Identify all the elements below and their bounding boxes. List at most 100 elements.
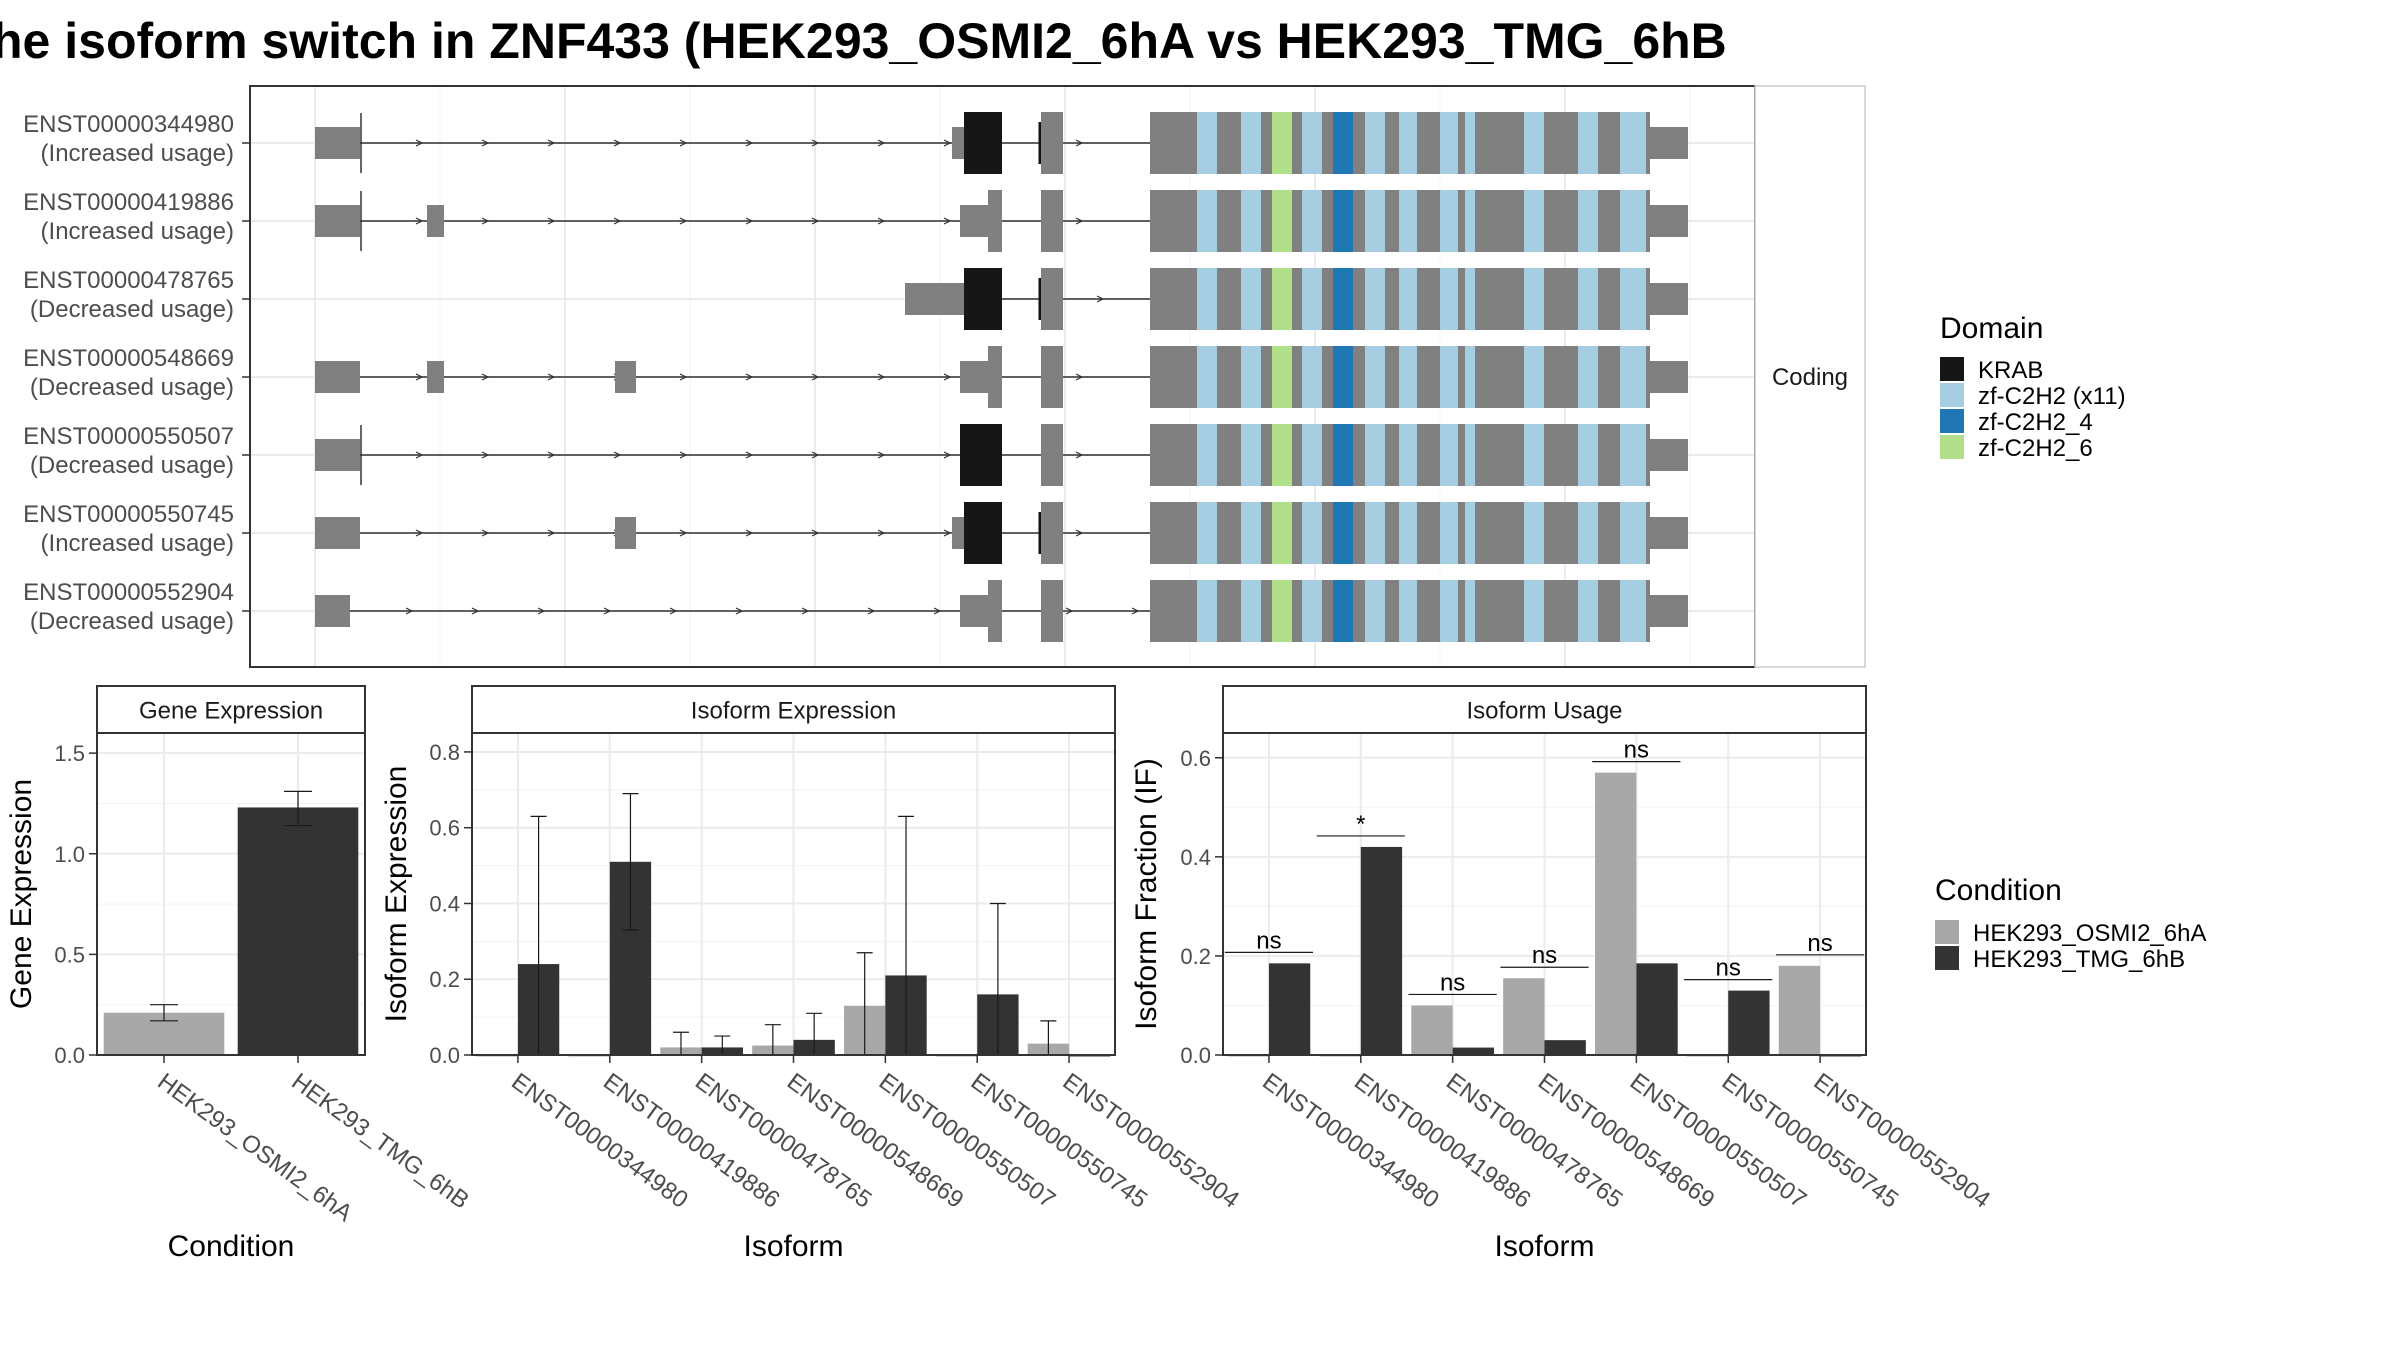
legend-key <box>1940 357 1964 381</box>
intron-arrow <box>745 451 754 459</box>
isoform-expression-chart: Isoform Expression0.00.20.40.60.8ENST000… <box>380 685 1244 1263</box>
zinc-finger-domain <box>1365 346 1385 408</box>
zinc-finger-domain <box>1399 580 1417 642</box>
exon <box>615 517 636 549</box>
intron-arrow <box>877 529 886 537</box>
zinc-finger-domain <box>1578 112 1598 174</box>
exon <box>1041 112 1063 174</box>
legend-label: zf-C2H2_4 <box>1978 409 2093 436</box>
transcript-id-label: ENST00000548669 <box>23 345 234 372</box>
significance-label: * <box>1356 811 1365 838</box>
intron-arrow <box>679 529 688 537</box>
exon <box>427 205 444 237</box>
bar <box>1544 1040 1586 1055</box>
zinc-finger-domain <box>1333 268 1353 330</box>
zinc-finger-domain <box>1333 190 1353 252</box>
zinc-finger-domain <box>1302 502 1322 564</box>
zinc-finger-domain <box>1272 268 1292 330</box>
bar <box>1452 1047 1494 1055</box>
zinc-finger-domain <box>1365 424 1385 486</box>
significance-label: ns <box>1440 969 1465 996</box>
zinc-finger-domain <box>1578 346 1598 408</box>
y-tick-label: 0.6 <box>429 816 460 841</box>
exon <box>952 127 964 159</box>
significance-label: ns <box>1256 927 1281 954</box>
krab-domain <box>964 268 1002 330</box>
plot-border <box>96 732 366 1056</box>
intron-arrow <box>679 139 688 147</box>
intron-arrow <box>943 373 952 381</box>
zinc-finger-domain <box>1197 190 1217 252</box>
krab-domain <box>964 112 1002 174</box>
bar <box>1411 1005 1453 1055</box>
exon <box>315 361 360 393</box>
intron-arrow <box>405 607 414 615</box>
zinc-finger-domain <box>1333 346 1353 408</box>
zinc-finger-domain <box>1620 112 1646 174</box>
intron-arrow <box>1075 139 1084 147</box>
exon <box>988 346 1002 408</box>
transcript-usage-label: (Decreased usage) <box>30 296 234 323</box>
gene-expression-chart: Gene Expression0.00.51.01.5HEK293_OSMI2_… <box>5 685 474 1263</box>
intron-arrow <box>811 373 820 381</box>
zinc-finger-domain <box>1399 112 1417 174</box>
intron-arrow <box>1131 607 1140 615</box>
figure-title: he isoform switch in ZNF433 (HEK293_OSMI… <box>0 13 1727 69</box>
panel-title: Gene Expression <box>139 698 323 725</box>
bar <box>1778 965 1821 1055</box>
y-tick-label: 0.4 <box>429 891 460 916</box>
zinc-finger-domain <box>1524 580 1544 642</box>
significance-label: ns <box>1532 942 1557 969</box>
zinc-finger-domain <box>1440 112 1458 174</box>
intron-arrow <box>537 607 546 615</box>
intron-arrow <box>481 217 490 225</box>
legend-key <box>1935 946 1959 970</box>
intron-arrow <box>547 451 556 459</box>
intron-arrow <box>1065 607 1074 615</box>
zinc-finger-domain <box>1302 346 1322 408</box>
significance-label: ns <box>1624 737 1649 764</box>
transcript-id-label: ENST00000550507 <box>23 423 234 450</box>
intron-arrow <box>1075 529 1084 537</box>
exon <box>1041 424 1063 486</box>
intron-arrow <box>811 139 820 147</box>
utr-exon <box>1650 205 1688 237</box>
zinc-finger-domain <box>1333 502 1353 564</box>
zinc-finger-domain <box>1197 346 1217 408</box>
zinc-finger-domain <box>1241 424 1261 486</box>
zinc-finger-domain <box>1197 502 1217 564</box>
y-tick-label: 0.5 <box>54 942 85 967</box>
zinc-finger-domain <box>1197 268 1217 330</box>
transcript-usage-label: (Decreased usage) <box>30 608 234 635</box>
zinc-finger-domain <box>1440 424 1458 486</box>
zinc-finger-domain <box>1524 112 1544 174</box>
legend-label: zf-C2H2 (x11) <box>1978 383 2126 410</box>
zinc-finger-domain <box>1272 190 1292 252</box>
y-axis-title: Isoform Fraction (IF) <box>1130 758 1163 1030</box>
exon <box>988 580 1002 642</box>
panel-strip <box>1222 685 1867 734</box>
legend-key <box>1935 920 1959 944</box>
intron-arrow <box>613 451 622 459</box>
zinc-finger-domain <box>1620 580 1646 642</box>
zinc-finger-domain <box>1440 190 1458 252</box>
intron-arrow <box>745 139 754 147</box>
y-tick-label: 0.0 <box>1180 1043 1211 1068</box>
exon <box>615 361 636 393</box>
intron-arrow <box>415 139 424 147</box>
intron-arrow <box>613 217 622 225</box>
transcript-id-label: ENST00000344980 <box>23 111 234 138</box>
intron-arrow <box>547 217 556 225</box>
zinc-finger-domain <box>1333 112 1353 174</box>
intron-arrow <box>1096 295 1105 303</box>
exon <box>905 283 965 315</box>
utr-exon <box>1650 517 1688 549</box>
zinc-finger-domain <box>1399 190 1417 252</box>
zinc-finger-domain <box>1302 424 1322 486</box>
intron-arrow <box>415 373 424 381</box>
zinc-finger-domain <box>1578 268 1598 330</box>
legend-label: HEK293_OSMI2_6hA <box>1973 920 2206 947</box>
zinc-finger-domain <box>1197 580 1217 642</box>
